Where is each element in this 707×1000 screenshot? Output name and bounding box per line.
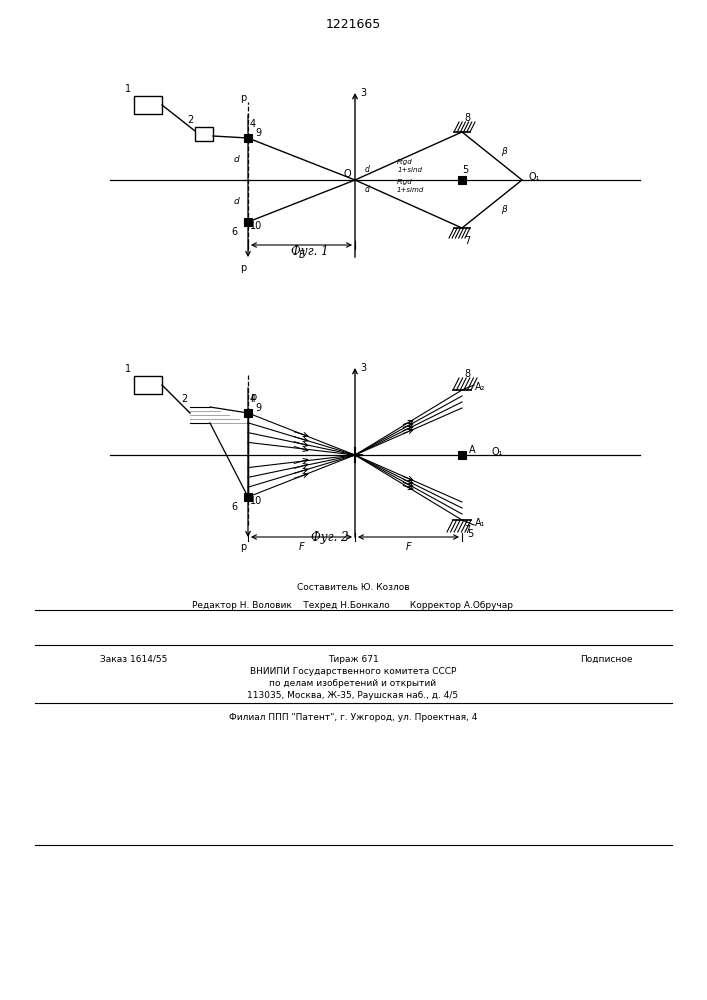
Text: ВНИИПИ Государственного комитета СССР: ВНИИПИ Государственного комитета СССР — [250, 666, 456, 676]
Text: 1+simd: 1+simd — [397, 187, 423, 193]
Text: β: β — [501, 146, 507, 155]
Text: по делам изобретений и открытий: по делам изобретений и открытий — [269, 678, 436, 688]
Bar — [458, 176, 466, 184]
Text: 3: 3 — [360, 363, 366, 373]
Text: A₂: A₂ — [474, 382, 485, 392]
Bar — [244, 493, 252, 501]
Text: 7: 7 — [464, 525, 470, 535]
Text: 7: 7 — [464, 236, 470, 246]
Text: p: p — [250, 392, 256, 402]
Text: 1: 1 — [125, 364, 131, 374]
Text: O₁: O₁ — [528, 172, 539, 182]
Text: F: F — [406, 542, 411, 552]
Text: p: p — [240, 93, 246, 103]
Text: Тираж 671: Тираж 671 — [327, 654, 378, 664]
Text: 9: 9 — [255, 128, 261, 138]
Text: F: F — [298, 250, 304, 260]
Text: Составитель Ю. Козлов: Составитель Ю. Козлов — [297, 584, 409, 592]
Text: Подписное: Подписное — [580, 654, 633, 664]
Text: 2: 2 — [187, 115, 193, 125]
Text: Ftgd: Ftgd — [397, 179, 413, 185]
Text: 113035, Москва, Ж-35, Раушская наб., д. 4/5: 113035, Москва, Ж-35, Раушская наб., д. … — [247, 690, 459, 700]
Text: d: d — [365, 165, 370, 174]
Text: 8: 8 — [464, 369, 470, 379]
Bar — [244, 134, 252, 142]
Text: Фуг. 1: Фуг. 1 — [291, 245, 329, 258]
Text: p: p — [240, 263, 246, 273]
Text: O₁: O₁ — [491, 447, 503, 457]
Bar — [458, 451, 466, 459]
Text: 9: 9 — [255, 403, 261, 413]
Text: d: d — [365, 186, 370, 194]
Text: 4: 4 — [250, 394, 256, 404]
Text: 6: 6 — [231, 227, 237, 237]
Text: 6: 6 — [231, 502, 237, 512]
Bar — [244, 218, 252, 226]
Text: 8: 8 — [464, 113, 470, 123]
Text: Ftgd: Ftgd — [397, 159, 413, 165]
Text: 4: 4 — [250, 119, 256, 129]
Bar — [134, 96, 162, 114]
Text: p: p — [240, 542, 246, 552]
Text: d: d — [233, 154, 239, 163]
Text: 1: 1 — [125, 84, 131, 94]
Text: 5: 5 — [467, 529, 473, 539]
Text: d: d — [233, 196, 239, 206]
Text: 3: 3 — [360, 88, 366, 98]
Text: Фуг. 2: Фуг. 2 — [311, 532, 349, 544]
Text: Филиал ППП "Патент", г. Ужгород, ул. Проектная, 4: Филиал ППП "Патент", г. Ужгород, ул. Про… — [229, 712, 477, 722]
Text: Редактор Н. Воловик    Техред Н.Бонкало       Корректор А.Обручар: Редактор Н. Воловик Техред Н.Бонкало Кор… — [192, 600, 513, 609]
Text: 2: 2 — [181, 394, 187, 404]
Text: 10: 10 — [250, 496, 262, 506]
Text: A₁: A₁ — [474, 518, 485, 528]
Text: 1221665: 1221665 — [325, 18, 380, 31]
Bar — [195, 127, 213, 141]
Text: F: F — [298, 542, 304, 552]
Text: O: O — [343, 169, 351, 179]
Text: A: A — [469, 445, 475, 455]
Bar — [134, 376, 162, 394]
Text: 10: 10 — [250, 221, 262, 231]
Bar — [244, 409, 252, 417]
Text: β: β — [501, 205, 507, 214]
Text: 1+sind: 1+sind — [397, 167, 423, 173]
Text: 5: 5 — [462, 165, 468, 175]
Text: Заказ 1614/55: Заказ 1614/55 — [100, 654, 168, 664]
